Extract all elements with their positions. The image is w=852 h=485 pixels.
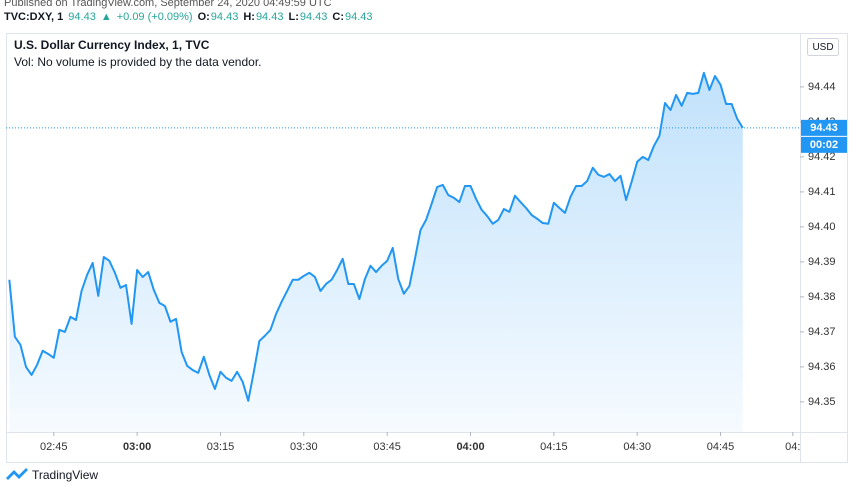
price-line [8,71,744,402]
y-tick-label: 94.40 [808,221,836,233]
chart-subtitle: Vol: No volume is provided by the data v… [14,55,261,69]
symbol: TVC:DXY, 1 [4,11,63,23]
x-tick-label: 04:45 [707,441,735,453]
ticker-line: TVC:DXY, 1 94.43 ▲ +0.09 (+0.09%) O: 94.43 H: 9… [4,11,373,23]
y-tick-label: 94.44 [808,81,836,93]
y-tick-label: 94.38 [808,291,836,303]
high-value: 94.43 [256,11,284,23]
currency-box[interactable] [807,38,839,56]
countdown-label: 00:02 [810,139,838,151]
time-axis: 02:45 03:00 03:15 03:30 03:45 04:00 04:15 04:30… [40,432,800,453]
logo-icon [6,468,28,480]
area-fill [9,72,743,432]
currency-label[interactable]: USD [812,42,833,53]
high-label: H: [243,11,255,23]
x-tick-label: 04:00 [456,441,484,453]
chart-frame [6,33,848,463]
y-tick-label: 94.39 [808,256,836,268]
x-tick-label: 03:45 [373,441,401,453]
price-tag-label: 94.43 [810,122,838,134]
x-tick-label: 04: [785,441,800,453]
plot-area [6,71,800,432]
countdown-tag [801,136,847,153]
close-label: C: [332,11,344,23]
x-tick-label: 03:00 [123,441,151,453]
y-tick-label: 94.41 [808,186,836,198]
x-tick-label: 02:45 [40,441,68,453]
axes: 94.35 94.36 94.37 94.38 94.39 94.40 94.41 94.42… [40,81,847,453]
y-tick-label: 94.42 [808,151,836,163]
low-value: 94.43 [300,11,328,23]
published-note: Published on TradingView.com, September … [4,0,332,9]
low-label: L: [288,11,298,23]
x-tick-label: 03:15 [207,441,235,453]
last-price: 94.43 [68,11,96,23]
x-tick-label: 03:30 [290,441,318,453]
close-value: 94.43 [345,11,373,23]
x-tick-label: 04:30 [623,441,651,453]
open-label: O: [198,11,210,23]
y-tick-label: 94.37 [808,326,836,338]
y-tick-label: 94.35 [808,396,836,408]
y-tick-label: 94.36 [808,361,836,373]
change: +0.09 (+0.09%) [117,11,193,23]
open-value: 94.43 [211,11,239,23]
change-arrow: ▲ [101,11,112,23]
price-tag [801,119,847,136]
footer-logo [6,468,28,480]
chart-title: U.S. Dollar Currency Index, 1, TVC [14,38,210,52]
x-tick-label: 04:15 [540,441,568,453]
brand-name: TradingView [32,468,98,482]
